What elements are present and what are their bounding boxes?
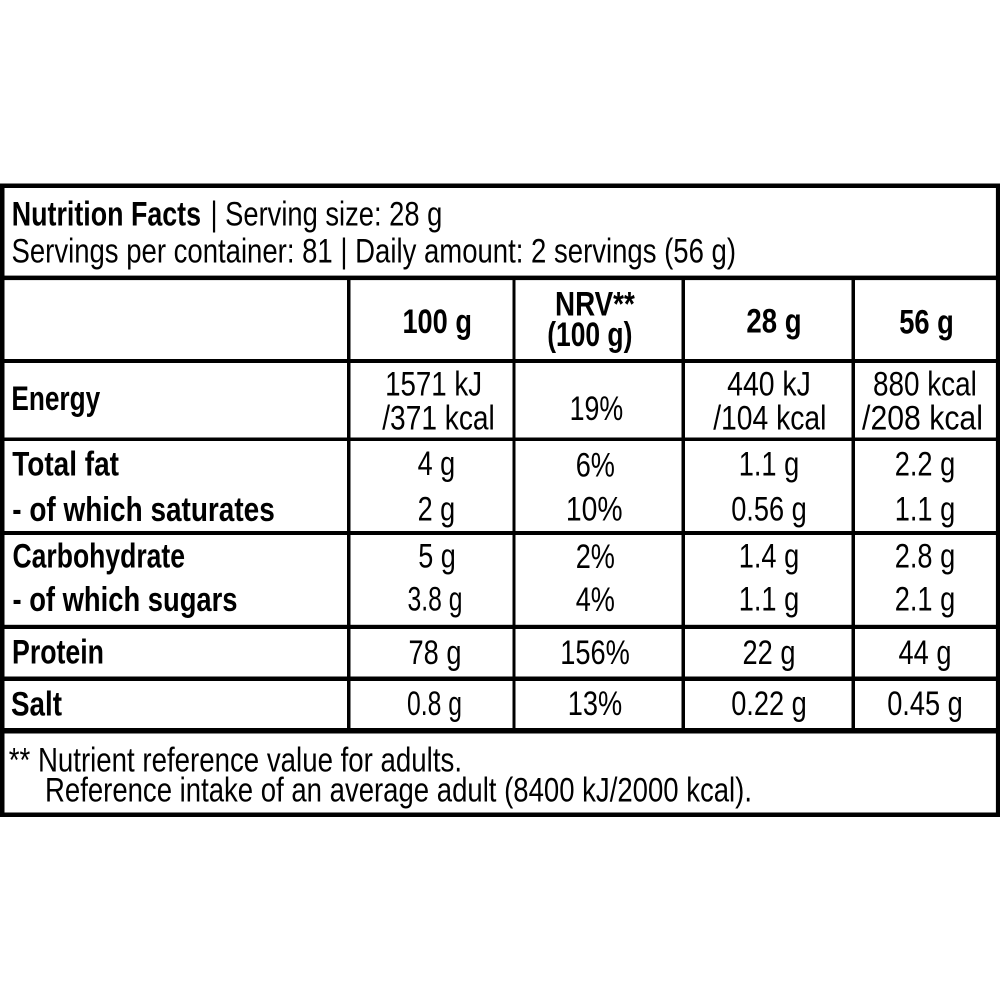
svg-text:/371 kcal: /371 kcal — [382, 399, 495, 437]
svg-text:NRV**: NRV** — [555, 286, 635, 324]
svg-text:Nutrition Facts: Nutrition Facts — [12, 195, 201, 233]
svg-text:0.56 g: 0.56 g — [731, 491, 807, 529]
svg-text:- of which saturates: - of which saturates — [12, 491, 275, 529]
svg-text:44 g: 44 g — [899, 634, 952, 672]
svg-text:Protein: Protein — [12, 634, 104, 672]
svg-text:/104 kcal: /104 kcal — [713, 400, 826, 438]
svg-text:440 kJ: 440 kJ — [727, 366, 811, 404]
svg-text:28 g: 28 g — [746, 302, 801, 340]
svg-text:2.1 g: 2.1 g — [895, 581, 956, 619]
svg-text:100 g: 100 g — [402, 303, 472, 341]
svg-text:Servings per container: 81 | D: Servings per container: 81 | Daily amoun… — [12, 233, 737, 271]
svg-text:19%: 19% — [570, 390, 624, 428]
svg-text:5 g: 5 g — [418, 538, 456, 576]
svg-text:2.2 g: 2.2 g — [895, 446, 956, 484]
svg-text:Salt: Salt — [11, 686, 62, 724]
svg-text:Carbohydrate: Carbohydrate — [13, 538, 186, 576]
svg-text:56 g: 56 g — [899, 303, 954, 341]
svg-text:0.22 g: 0.22 g — [731, 685, 807, 723]
svg-text:2 g: 2 g — [418, 490, 456, 528]
svg-text:| Serving size: 28 g: | Serving size: 28 g — [211, 195, 443, 233]
svg-text:1571 kJ: 1571 kJ — [385, 366, 482, 404]
svg-text:4 g: 4 g — [418, 445, 456, 483]
svg-text:Reference intake of an average: Reference intake of an average adult (84… — [45, 771, 752, 809]
svg-text:156%: 156% — [560, 634, 630, 672]
svg-text:** Nutrient reference value fo: ** Nutrient reference value for adults. — [9, 741, 462, 779]
svg-text:22 g: 22 g — [743, 634, 796, 672]
svg-text:6%: 6% — [576, 447, 615, 485]
svg-text:2.8 g: 2.8 g — [895, 538, 956, 576]
svg-text:78 g: 78 g — [409, 634, 462, 672]
svg-text:Energy: Energy — [11, 380, 100, 418]
svg-text:2%: 2% — [576, 538, 615, 576]
svg-text:3.8 g: 3.8 g — [408, 581, 463, 619]
svg-text:1.1 g: 1.1 g — [739, 446, 800, 484]
svg-text:13%: 13% — [568, 685, 622, 723]
svg-text:1.1 g: 1.1 g — [895, 491, 956, 529]
svg-text:- of which sugars: - of which sugars — [13, 581, 238, 619]
svg-text:1.4 g: 1.4 g — [739, 538, 800, 576]
svg-text:0.45 g: 0.45 g — [887, 685, 963, 723]
svg-text:880 kcal: 880 kcal — [873, 366, 977, 404]
svg-text:1.1 g: 1.1 g — [739, 581, 800, 619]
svg-text:10%: 10% — [566, 491, 623, 529]
svg-text:Total fat: Total fat — [12, 446, 119, 484]
svg-text:4%: 4% — [576, 581, 615, 619]
svg-text:0.8 g: 0.8 g — [407, 685, 462, 723]
svg-text:/208 kcal: /208 kcal — [862, 400, 983, 438]
svg-text:(100 g): (100 g) — [547, 316, 632, 354]
